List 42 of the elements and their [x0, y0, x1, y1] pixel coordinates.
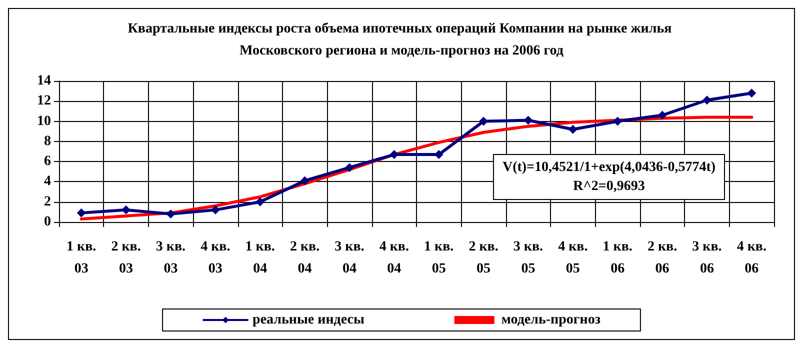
- y-tick-label: 6: [44, 154, 51, 170]
- x-tick-label: 3 кв. 05: [513, 240, 544, 276]
- y-tick-label: 12: [37, 94, 51, 109]
- y-tick-label: 4: [44, 174, 51, 190]
- x-tick-label: 1 кв. 03: [66, 240, 96, 276]
- x-tick-label: 2 кв. 05: [468, 240, 498, 276]
- point: [568, 124, 578, 134]
- point: [166, 209, 176, 218]
- x-tick-label: 3 кв. 03: [156, 240, 186, 276]
- legend-label: модель-прогноз: [501, 312, 601, 328]
- x-tick-label: 4 кв. 05: [558, 240, 588, 276]
- x-tick-label: 3 кв. 06: [692, 240, 722, 276]
- x-tick-label: 1 кв. 04: [245, 240, 275, 276]
- y-tick-label: 2: [44, 194, 51, 210]
- annotation: V(t)=10,4521/1+exp(4,0436-0,5774t): [501, 159, 717, 177]
- x-tick-label: 2 кв. 06: [647, 240, 678, 276]
- y-tick-label: 0: [44, 214, 51, 230]
- x-tick-label: 2 кв. 04: [290, 240, 320, 276]
- point: [210, 205, 220, 214]
- point: [658, 110, 667, 120]
- point: [747, 88, 756, 98]
- y-tick-label: 10: [37, 114, 51, 129]
- x-tick-label: 4 кв. 06: [736, 240, 766, 276]
- point: [613, 116, 622, 126]
- point: [76, 208, 86, 218]
- x-tick-label: 4 кв. 04: [379, 240, 409, 276]
- y-tick-label: 14: [37, 74, 51, 88]
- x-tick-label: 3 кв. 04: [334, 240, 364, 276]
- point: [256, 197, 265, 206]
- x-tick-label: 4 кв. 03: [200, 240, 230, 276]
- chart-title: Квартальные индексы роста объема ипотечных операций Компании на рынке жилья Московского региона и модель-прогноз на 2006 год: [128, 22, 676, 58]
- y-tick-label: 8: [44, 134, 51, 149]
- point: [300, 176, 310, 186]
- point: [344, 163, 354, 172]
- x-tick-label: 2 кв. 03: [111, 240, 141, 276]
- point: [702, 96, 712, 105]
- point: [122, 205, 131, 214]
- x-tick-label: 1 кв. 05: [424, 240, 454, 276]
- formula-box: V(t)=10,4521/1+exp(4,0436-0,5774t) R^2=0,9693: [493, 154, 725, 200]
- x-tick-label: 1 кв. 06: [602, 240, 632, 276]
- legend-label: реальные индесы: [252, 312, 364, 328]
- annotation: R^2=0,9693: [572, 178, 646, 196]
